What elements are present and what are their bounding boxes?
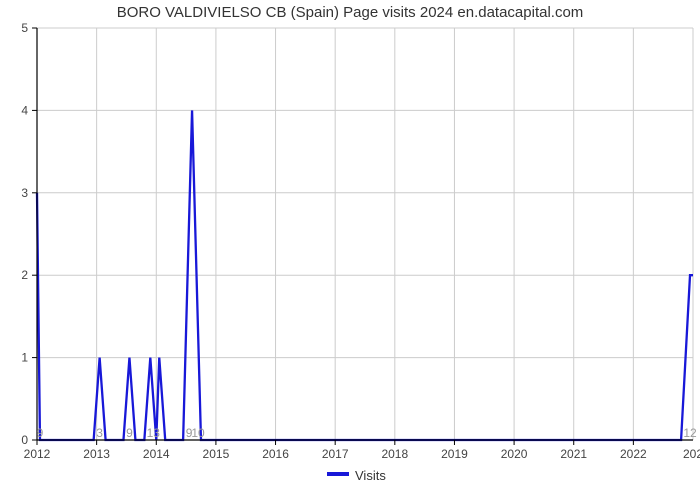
x-secondary-label: 13 <box>147 426 161 440</box>
chart-svg: 0123459391391012201220132014201520162017… <box>0 0 700 500</box>
y-tick-label: 2 <box>21 268 28 282</box>
x-tick-label: 2018 <box>381 447 408 461</box>
x-tick-label: 2019 <box>441 447 468 461</box>
x-secondary-label: 3 <box>96 426 103 440</box>
x-secondary-label: 9 <box>126 426 133 440</box>
x-tick-label: 2020 <box>501 447 528 461</box>
y-tick-label: 5 <box>21 21 28 35</box>
legend-swatch <box>327 472 349 476</box>
y-tick-label: 1 <box>21 351 28 365</box>
y-tick-label: 4 <box>21 103 28 117</box>
line-chart: BORO VALDIVIELSO CB (Spain) Page visits … <box>0 0 700 500</box>
x-tick-label: 2012 <box>24 447 51 461</box>
x-tick-label: 2015 <box>203 447 230 461</box>
x-tick-label: 2016 <box>262 447 289 461</box>
x-tick-label: 202 <box>683 447 700 461</box>
x-tick-label: 2017 <box>322 447 349 461</box>
x-secondary-label: 12 <box>683 426 697 440</box>
legend-label: Visits <box>355 468 386 483</box>
x-tick-label: 2014 <box>143 447 170 461</box>
x-secondary-label: 10 <box>191 426 205 440</box>
chart-title: BORO VALDIVIELSO CB (Spain) Page visits … <box>0 4 700 21</box>
x-tick-label: 2021 <box>560 447 587 461</box>
y-tick-label: 0 <box>21 433 28 447</box>
x-tick-label: 2013 <box>83 447 110 461</box>
x-secondary-label: 9 <box>37 426 44 440</box>
x-tick-label: 2022 <box>620 447 647 461</box>
y-tick-label: 3 <box>21 186 28 200</box>
